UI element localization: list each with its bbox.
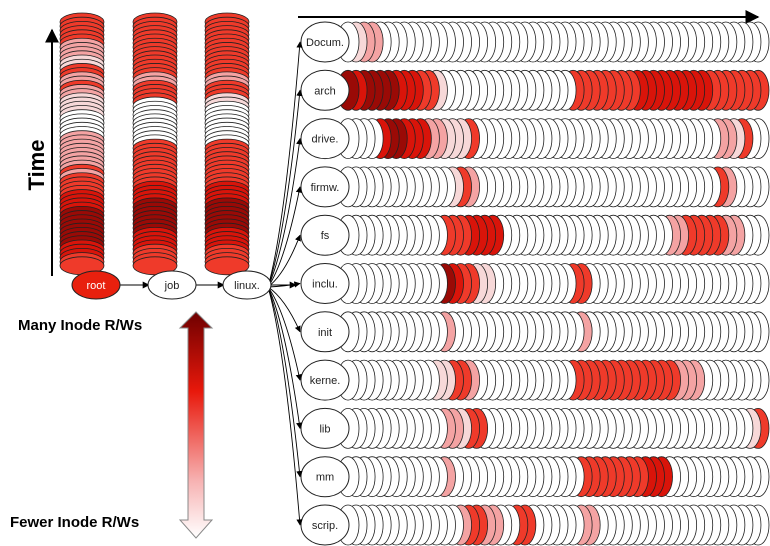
dir-row-10: scrip. [300,504,770,546]
tree-edges [267,41,303,526]
path-node-shape [222,270,272,300]
dir-node-label: fs [321,230,330,242]
stack-1 [59,12,105,276]
path-node-label: job [164,280,180,292]
dir-node-label: arch [314,85,335,97]
dir-row-6: init [300,311,770,353]
path-node-shape [147,270,197,300]
dir-node[interactable]: init [300,311,350,353]
dir-node[interactable]: Docum. [300,21,350,63]
path-node-linux[interactable]: linux. [222,270,272,300]
tree-edge [267,186,302,288]
dir-node-shape [300,263,350,304]
tree-edge [267,41,303,288]
directory-rows: Docum. arch drive. firmw. fs inclu. init kerne.… [300,21,770,546]
dir-row-9: mm [300,456,770,498]
tree-edge [267,89,303,288]
dir-node-label: drive. [312,134,339,146]
dir-node[interactable]: arch [300,69,350,111]
tree-edge [267,137,303,288]
tree-edge [267,286,302,381]
dir-node[interactable]: inclu. [300,263,350,304]
dir-node-label: kerne. [310,375,341,387]
dir-row-3: firmw. [300,166,770,208]
dir-row-8: lib [300,407,770,449]
tree-edge [267,286,303,478]
path-nodes: root job linux. [71,270,297,300]
dir-node[interactable]: kerne. [300,359,350,401]
stack-disc [204,256,250,276]
dir-node[interactable]: lib [300,407,350,449]
dir-row-2: drive. [300,118,770,160]
path-node-root[interactable]: root [71,270,121,300]
heat-scale-arrow [178,311,214,539]
dir-node-label: init [318,327,332,339]
dir-node[interactable]: firmw. [300,166,350,208]
tree-edge [267,286,303,430]
time-axis-label: Time [24,140,49,191]
dir-node-label: inclu. [312,279,338,291]
dir-row-4: fs [300,214,770,256]
dir-node-label: firmw. [311,182,340,194]
stack-3 [204,12,250,276]
dir-row-5: inclu. [300,263,770,304]
dir-row-0: Docum. [300,21,770,63]
tree-edge [267,286,303,526]
dir-node[interactable]: mm [300,456,350,498]
dir-node[interactable]: scrip. [300,504,350,546]
path-node-label: linux. [234,280,260,292]
path-node-label: root [87,280,106,292]
path-stacks [59,12,250,276]
path-node-shape [71,270,121,300]
legend-many-label: Many Inode R/Ws [18,317,142,334]
stack-2 [132,12,178,276]
dir-node[interactable]: fs [300,214,350,256]
dir-node-label: Docum. [306,37,344,49]
path-node-job[interactable]: job [147,270,197,300]
dir-node-label: mm [316,472,334,484]
dir-node-shape [300,311,350,353]
dir-node-shape [300,214,350,256]
dir-node[interactable]: drive. [300,118,350,160]
dir-node-label: scrip. [312,520,338,532]
dir-row-1: arch [300,69,770,111]
dir-row-7: kerne. [300,359,770,401]
dir-node-label: lib [319,423,330,435]
legend-fewer-label: Fewer Inode R/Ws [10,514,139,531]
tree-edge [267,286,301,333]
